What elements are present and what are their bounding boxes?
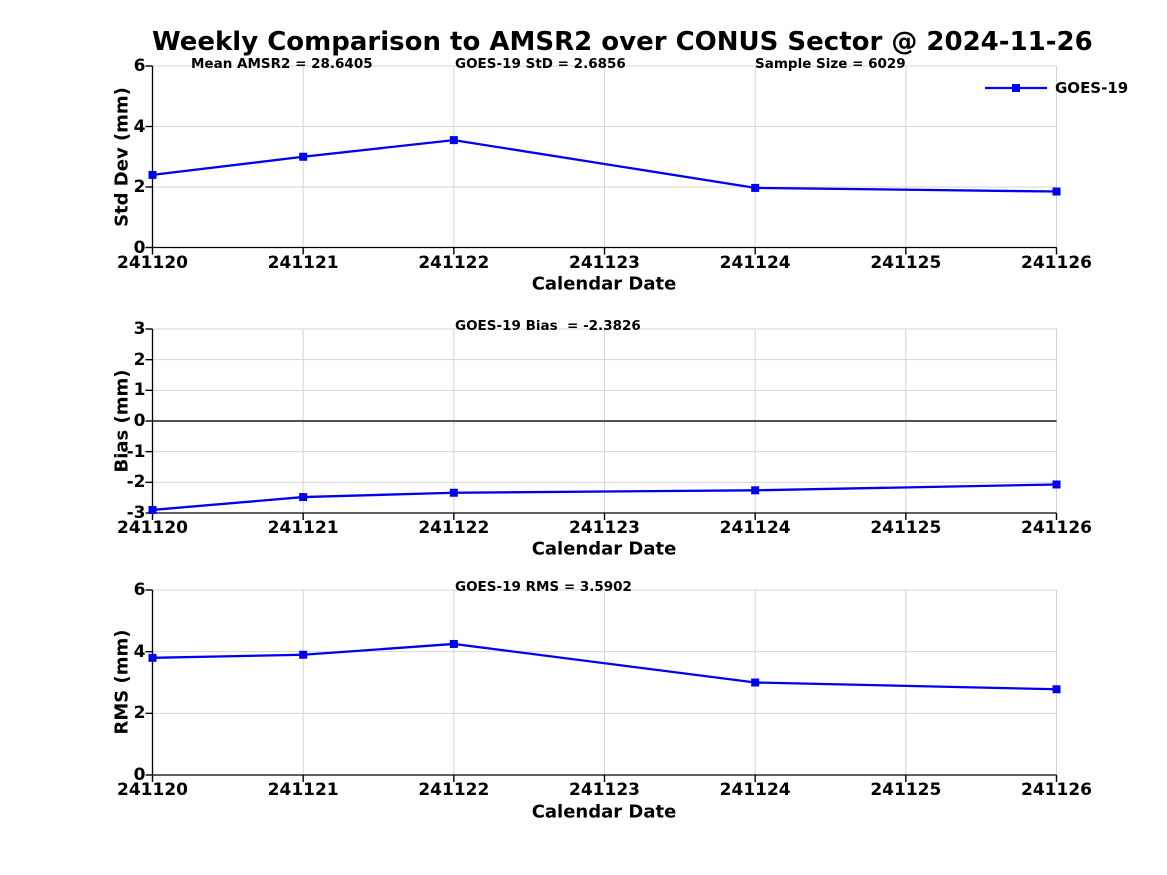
data-point-marker bbox=[299, 152, 308, 161]
data-point-marker bbox=[449, 488, 458, 497]
y-tick-label: 0 bbox=[133, 237, 146, 258]
data-point-marker bbox=[751, 183, 760, 192]
legend-line-sample-icon bbox=[985, 84, 1047, 92]
x-tick-label: 241122 bbox=[418, 252, 490, 273]
y-tick-label: 4 bbox=[133, 641, 146, 662]
y-tick-label: 0 bbox=[133, 765, 146, 785]
data-point-marker bbox=[1052, 187, 1061, 196]
data-point-marker bbox=[751, 486, 760, 495]
annotation-mean-amsr2: Mean AMSR2 = 28.6405 bbox=[191, 56, 373, 72]
x-tick-label: 241121 bbox=[267, 518, 339, 538]
data-point-marker bbox=[449, 639, 458, 648]
x-tick-label: 241120 bbox=[117, 252, 188, 273]
data-point-marker bbox=[148, 505, 157, 514]
x-tick-label: 241126 bbox=[1021, 518, 1092, 538]
x-tick-label: 241125 bbox=[870, 252, 942, 273]
y-tick-label: 2 bbox=[133, 349, 146, 370]
x-axis-label-calendar-date-1: Calendar Date bbox=[531, 273, 677, 295]
data-point-marker bbox=[299, 493, 308, 502]
data-point-marker bbox=[148, 653, 157, 662]
x-tick-label: 241122 bbox=[418, 518, 490, 538]
x-tick-label: 241126 bbox=[1021, 252, 1092, 273]
y-tick-label: 4 bbox=[133, 116, 146, 137]
data-point-marker bbox=[299, 650, 308, 659]
x-tick-label: 241124 bbox=[719, 780, 791, 800]
y-tick-label: 6 bbox=[133, 580, 146, 600]
x-tick-label: 241120 bbox=[117, 518, 188, 538]
x-tick-label: 241125 bbox=[870, 780, 942, 800]
y-tick-label: -3 bbox=[126, 503, 146, 523]
y-tick-label: 3 bbox=[133, 319, 146, 339]
y-tick-label: -1 bbox=[126, 441, 146, 462]
y-tick-label: 2 bbox=[133, 703, 146, 724]
x-tick-label: 241123 bbox=[569, 780, 640, 800]
data-point-marker bbox=[751, 678, 760, 687]
x-tick-label: 241120 bbox=[117, 780, 188, 800]
annotation-goes19-std: GOES-19 StD = 2.6856 bbox=[455, 56, 626, 72]
y-tick-label: 2 bbox=[133, 177, 146, 197]
y-axis-label-std-dev: Std Dev (mm) bbox=[111, 87, 133, 227]
x-tick-label: 241123 bbox=[569, 518, 640, 538]
x-tick-label: 241121 bbox=[267, 780, 339, 800]
x-axis-label-calendar-date-3: Calendar Date bbox=[531, 801, 677, 823]
chart-title: Weekly Comparison to AMSR2 over CONUS Se… bbox=[152, 27, 1093, 57]
x-tick-label: 241124 bbox=[719, 518, 791, 538]
x-axis-label-calendar-date-2: Calendar Date bbox=[531, 538, 677, 560]
x-tick-label: 241125 bbox=[870, 518, 942, 538]
data-point-marker bbox=[449, 136, 458, 145]
x-tick-label: 241126 bbox=[1021, 780, 1092, 800]
annotation-goes19-rms: GOES-19 RMS = 3.5902 bbox=[455, 579, 632, 595]
x-tick-label: 241121 bbox=[267, 252, 339, 273]
annotation-sample-size: Sample Size = 6029 bbox=[755, 56, 906, 72]
data-point-marker bbox=[1052, 480, 1061, 489]
data-point-marker bbox=[1052, 685, 1061, 694]
legend: GOES-19 bbox=[985, 79, 1128, 97]
legend-label: GOES-19 bbox=[1055, 79, 1129, 97]
y-tick-label: 0 bbox=[133, 411, 146, 431]
y-tick-label: -2 bbox=[126, 472, 146, 493]
x-tick-label: 241124 bbox=[719, 252, 791, 273]
x-tick-label: 241123 bbox=[569, 252, 640, 273]
annotation-goes19-bias: GOES-19 Bias = -2.3826 bbox=[455, 318, 641, 334]
y-tick-label: 6 bbox=[133, 56, 146, 76]
y-tick-label: 1 bbox=[133, 380, 146, 401]
data-point-marker bbox=[148, 170, 157, 179]
x-tick-label: 241122 bbox=[418, 780, 490, 800]
